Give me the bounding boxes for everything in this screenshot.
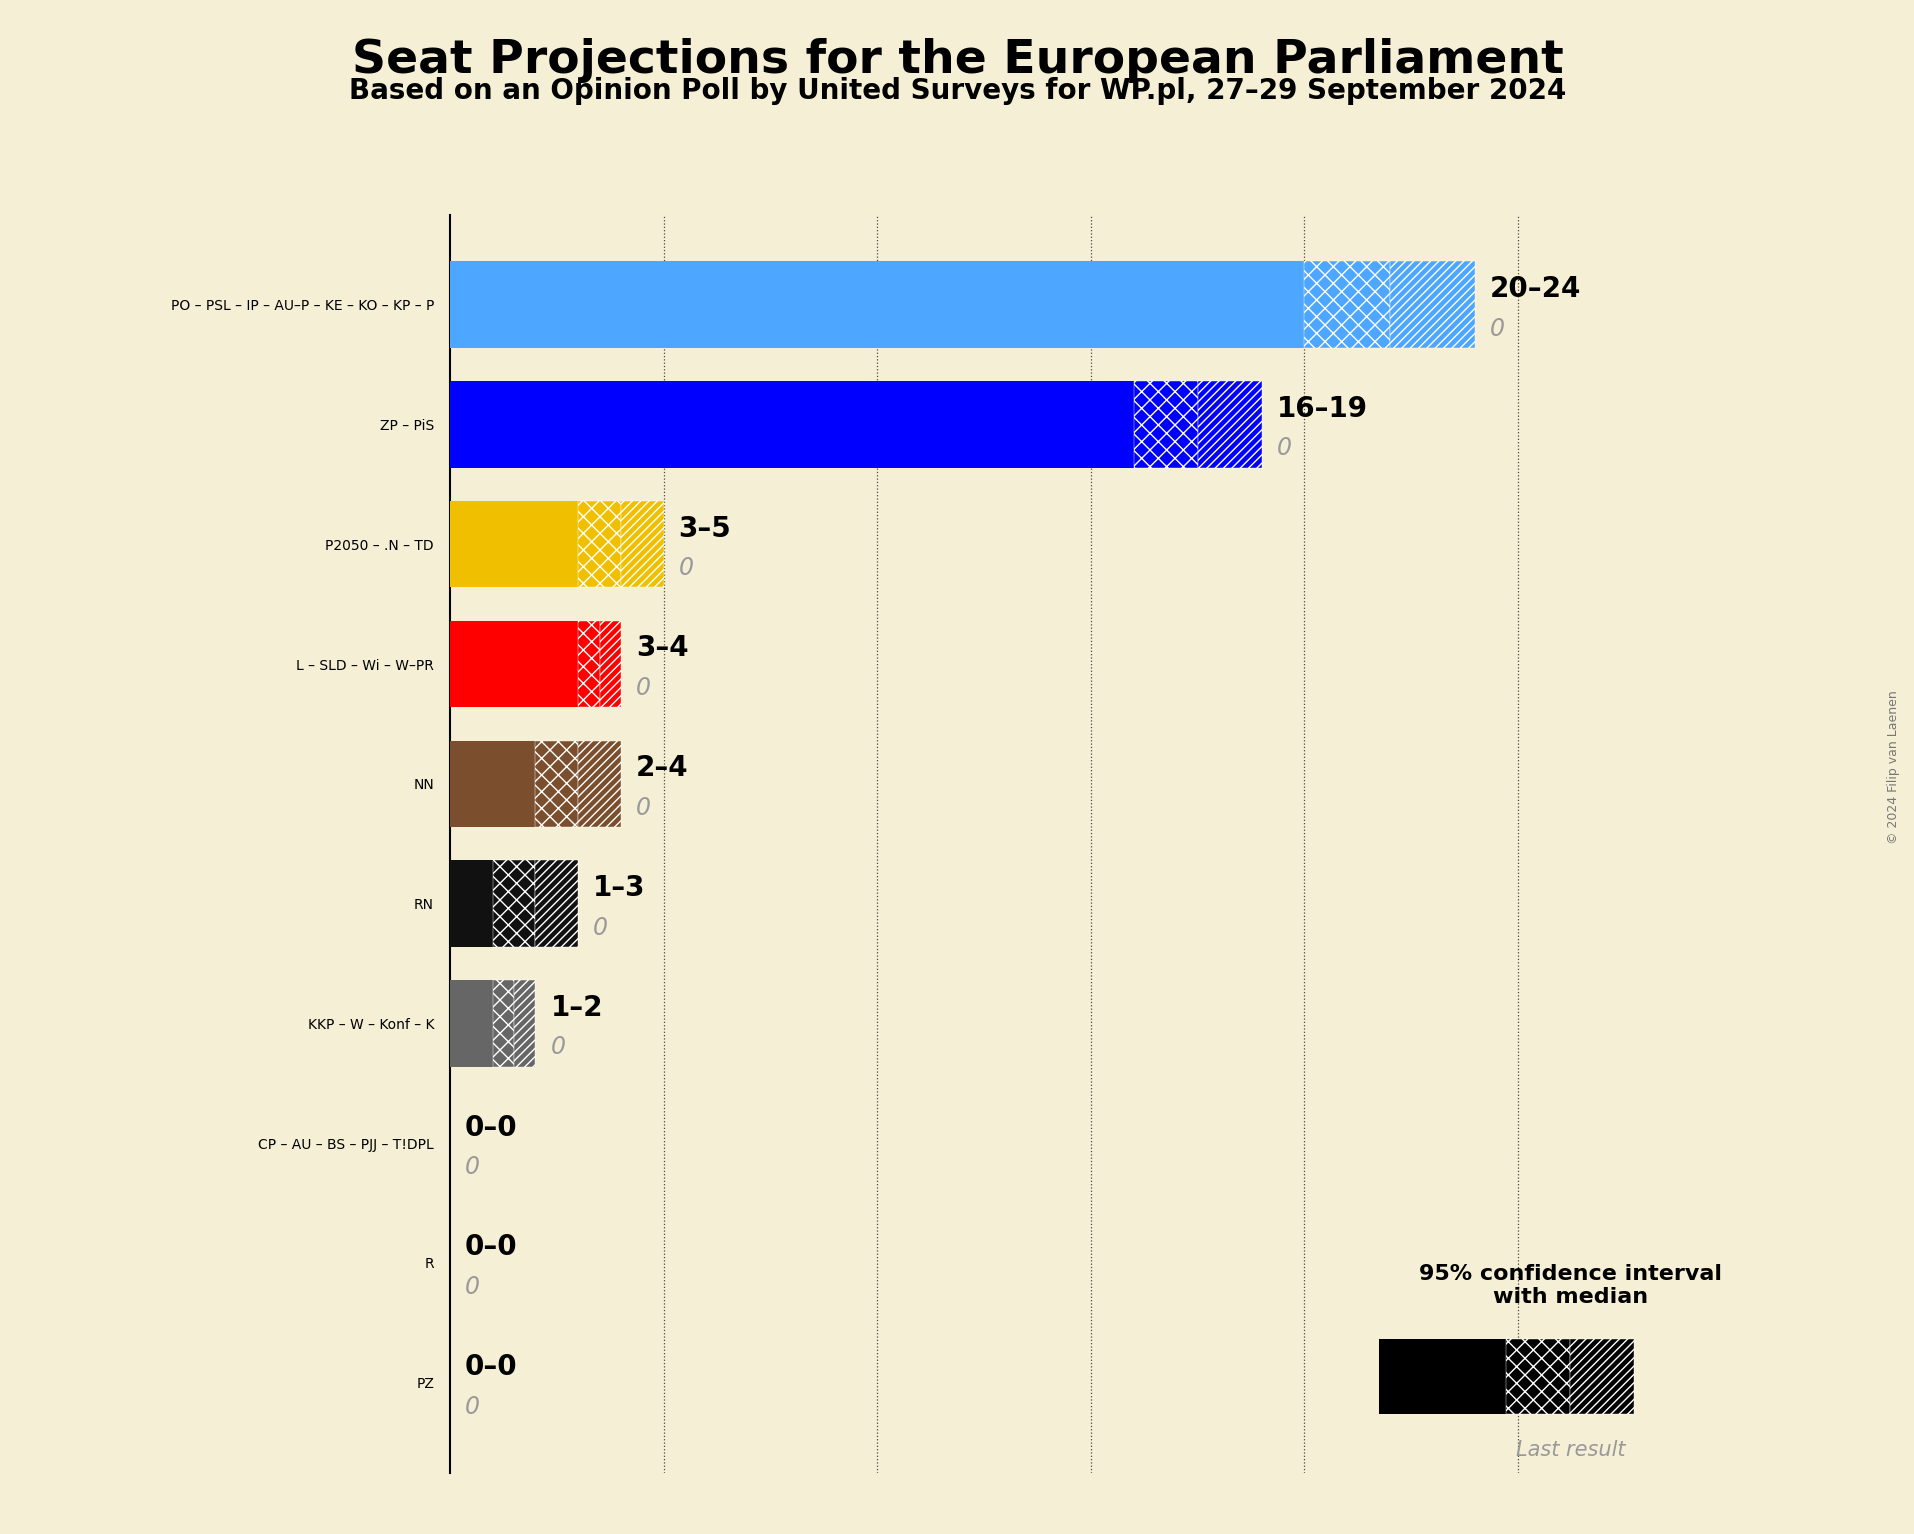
- Text: 2–4: 2–4: [635, 755, 689, 782]
- Bar: [1390, 261, 1474, 348]
- Text: 0: 0: [678, 557, 693, 580]
- Text: 0: 0: [635, 676, 651, 700]
- Bar: [450, 382, 1133, 468]
- Bar: [1569, 1339, 1633, 1414]
- Bar: [450, 741, 536, 827]
- Bar: [450, 621, 578, 707]
- Bar: [492, 980, 513, 1066]
- Text: 3–5: 3–5: [678, 514, 731, 543]
- Bar: [513, 980, 536, 1066]
- Text: 1–2: 1–2: [549, 994, 603, 1022]
- Bar: [1378, 1339, 1506, 1414]
- Bar: [1133, 382, 1196, 468]
- Text: 20–24: 20–24: [1489, 275, 1581, 304]
- Text: 0: 0: [465, 1275, 480, 1299]
- Bar: [578, 621, 599, 707]
- Text: 16–19: 16–19: [1277, 394, 1367, 423]
- Bar: [450, 502, 578, 588]
- Text: Seat Projections for the European Parliament: Seat Projections for the European Parlia…: [352, 38, 1562, 83]
- Text: 0: 0: [1277, 436, 1290, 460]
- Bar: [599, 621, 620, 707]
- Text: 0: 0: [1489, 316, 1504, 341]
- Text: 0: 0: [549, 1035, 565, 1060]
- Text: 95% confidence interval
with median: 95% confidence interval with median: [1418, 1264, 1721, 1307]
- Text: Based on an Opinion Poll by United Surveys for WP.pl, 27–29 September 2024: Based on an Opinion Poll by United Surve…: [348, 77, 1566, 104]
- Text: 0: 0: [635, 796, 651, 819]
- Bar: [578, 502, 620, 588]
- Bar: [1196, 382, 1261, 468]
- Bar: [492, 861, 536, 946]
- Text: 0: 0: [593, 916, 609, 939]
- Bar: [450, 980, 492, 1066]
- Text: 0–0: 0–0: [465, 1353, 517, 1381]
- Text: Last result: Last result: [1514, 1440, 1625, 1460]
- Bar: [578, 741, 620, 827]
- Bar: [450, 861, 492, 946]
- Text: 0: 0: [465, 1394, 480, 1419]
- Text: 0–0: 0–0: [465, 1233, 517, 1261]
- Bar: [620, 502, 664, 588]
- Text: 0–0: 0–0: [465, 1114, 517, 1141]
- Text: 0: 0: [465, 1155, 480, 1180]
- Bar: [1303, 261, 1390, 348]
- Text: 3–4: 3–4: [635, 635, 689, 663]
- Text: © 2024 Filip van Laenen: © 2024 Filip van Laenen: [1885, 690, 1899, 844]
- Bar: [536, 741, 578, 827]
- Bar: [1506, 1339, 1569, 1414]
- Text: 1–3: 1–3: [593, 874, 645, 902]
- Bar: [536, 861, 578, 946]
- Bar: [450, 261, 1303, 348]
